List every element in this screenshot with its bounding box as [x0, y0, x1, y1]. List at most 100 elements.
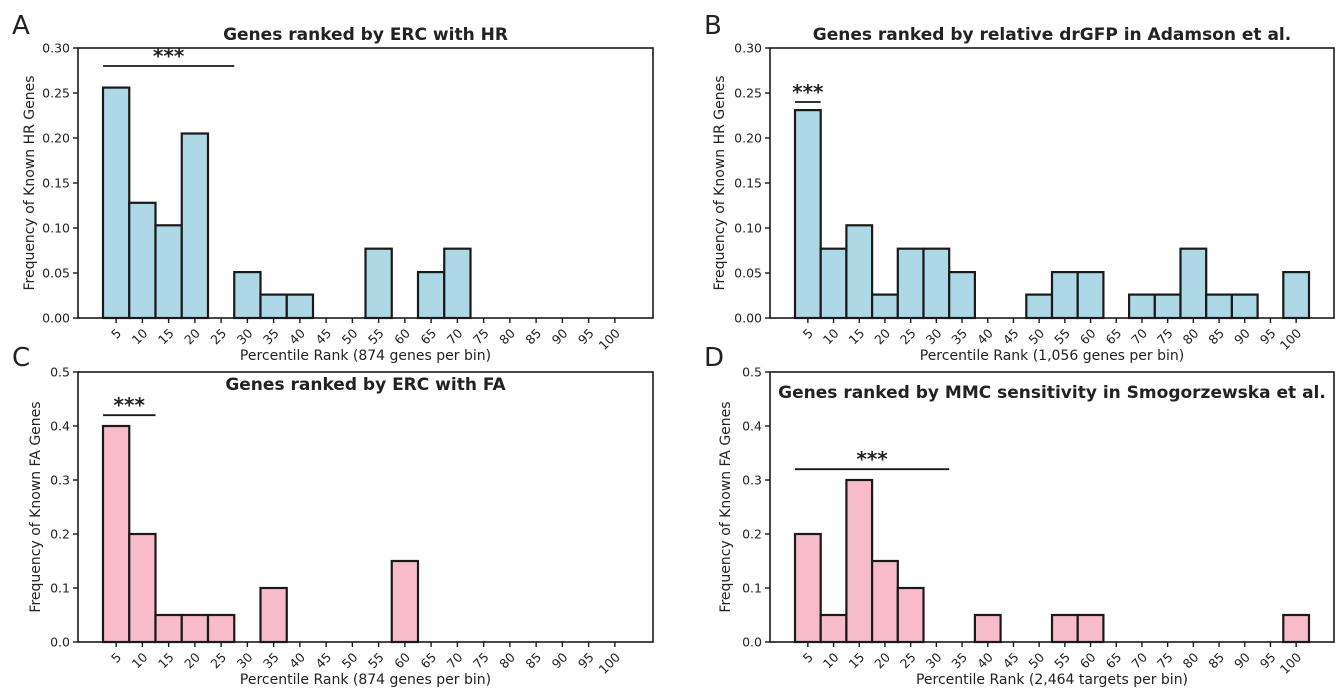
x-axis-label: Percentile Rank (2,464 targets per bin): [916, 672, 1188, 688]
x-tick-label: 50: [339, 649, 361, 671]
x-tick-label: 5: [108, 650, 124, 666]
bar: [1230, 293, 1259, 320]
x-tick-label: 10: [129, 649, 151, 671]
y-tick-label: 0.20: [734, 131, 762, 146]
y-tick-label: 0.3: [50, 473, 70, 488]
x-tick-label: 10: [820, 325, 842, 347]
bar: [364, 247, 393, 320]
y-tick-label: 0.2: [50, 527, 70, 542]
x-tick-label: 55: [365, 650, 387, 672]
bar: [154, 224, 183, 320]
bar: [285, 293, 315, 320]
y-tick-label: 0.3: [742, 473, 762, 488]
x-tick-label: 90: [1231, 649, 1253, 671]
bar: [390, 559, 420, 644]
x-tick-label: 75: [1154, 326, 1176, 348]
x-tick-label: 25: [897, 650, 919, 672]
bar: [973, 613, 1002, 644]
x-tick-label: 100: [1277, 325, 1305, 353]
panel-a: A Genes ranked by ERC with HR 0.00 0.05 0.10…: [12, 11, 654, 364]
x-tick-label: 80: [496, 649, 518, 671]
x-axis-label: Percentile Rank (874 genes per bin): [240, 672, 491, 688]
x-tick-label: 20: [871, 649, 893, 671]
bar: [101, 86, 131, 320]
bar: [128, 532, 157, 644]
y-tick-label: 0.1: [50, 581, 70, 596]
x-tick-label: 70: [444, 649, 466, 671]
axes-frame: [769, 371, 1335, 643]
panel-letter: A: [12, 11, 30, 41]
x-tick-label: 90: [549, 325, 571, 347]
bar: [443, 247, 472, 320]
y-tick-label: 0.10: [42, 221, 70, 236]
panel-title: Genes ranked by relative drGFP in Adamso…: [813, 25, 1291, 45]
x-tick-label: 65: [1103, 650, 1125, 672]
x-tick-label: 30: [923, 325, 945, 347]
x-tick-label: 10: [820, 649, 842, 671]
bar: [1205, 293, 1233, 320]
bar: [793, 532, 822, 644]
bar: [793, 108, 822, 320]
axes-frame: [77, 371, 654, 643]
x-tick-label: 75: [1154, 650, 1176, 672]
bar: [1076, 271, 1105, 320]
x-tick-label: 35: [260, 326, 282, 348]
x-tick-label: 85: [522, 326, 544, 348]
x-tick-label: 50: [339, 325, 361, 347]
x-tick-label: 80: [1180, 325, 1202, 347]
x-tick-label: 75: [470, 326, 492, 348]
x-tick-label: 95: [575, 650, 597, 672]
x-tick-label: 70: [444, 325, 466, 347]
x-tick-label: 35: [948, 326, 970, 348]
bar: [1076, 613, 1105, 644]
x-tick-label: 60: [391, 325, 413, 347]
x-tick-label: 50: [1025, 649, 1047, 671]
bar: [819, 613, 848, 644]
y-tick-label: 0.4: [742, 419, 762, 434]
bar: [128, 201, 157, 320]
x-tick-label: 20: [871, 325, 893, 347]
panel-d: D Genes ranked by MMC sensitivity in Smog…: [704, 343, 1335, 688]
x-tick-label: 30: [234, 325, 256, 347]
bar: [233, 271, 262, 320]
bar: [1050, 613, 1079, 644]
y-axis-label: Frequency of Known FA Genes: [718, 401, 734, 612]
x-tick-label: 15: [155, 326, 177, 348]
y-tick-label: 0.00: [734, 311, 762, 326]
bar: [416, 271, 446, 320]
panel-title: Genes ranked by ERC with HR: [223, 25, 508, 45]
x-tick-label: 95: [1257, 326, 1279, 348]
bar: [922, 247, 951, 320]
y-axis-label: Frequency of Known FA Genes: [28, 401, 44, 612]
bar: [870, 559, 899, 644]
x-tick-label: 40: [286, 649, 308, 671]
x-tick-label: 15: [155, 650, 177, 672]
x-axis-label: Percentile Rank (1,056 genes per bin): [920, 348, 1185, 364]
panel-letter: C: [12, 343, 30, 373]
bar: [1153, 293, 1182, 320]
x-tick-label: 20: [181, 325, 203, 347]
y-tick-label: 0.05: [734, 266, 762, 281]
x-tick-label: 20: [181, 649, 203, 671]
x-tick-label: 100: [596, 649, 624, 677]
x-tick-label: 5: [800, 650, 816, 666]
y-tick-label: 0.30: [734, 41, 762, 56]
x-tick-label: 55: [1051, 650, 1073, 672]
x-tick-label: 100: [596, 325, 624, 353]
x-tick-label: 100: [1277, 649, 1305, 677]
y-tick-label: 0.0: [50, 635, 70, 650]
x-tick-label: 60: [1077, 649, 1099, 671]
x-tick-label: 70: [1128, 649, 1150, 671]
x-tick-label: 55: [365, 326, 387, 348]
x-tick-label: 35: [948, 650, 970, 672]
significance-label: ***: [114, 393, 146, 417]
x-tick-label: 85: [1205, 650, 1227, 672]
y-tick-label: 0.5: [742, 365, 762, 380]
x-tick-label: 80: [496, 325, 518, 347]
significance-label: ***: [792, 80, 824, 104]
x-tick-label: 90: [549, 649, 571, 671]
x-tick-label: 30: [923, 649, 945, 671]
x-tick-label: 15: [846, 650, 868, 672]
y-tick-label: 0.30: [42, 41, 70, 56]
x-tick-label: 45: [1000, 650, 1022, 672]
